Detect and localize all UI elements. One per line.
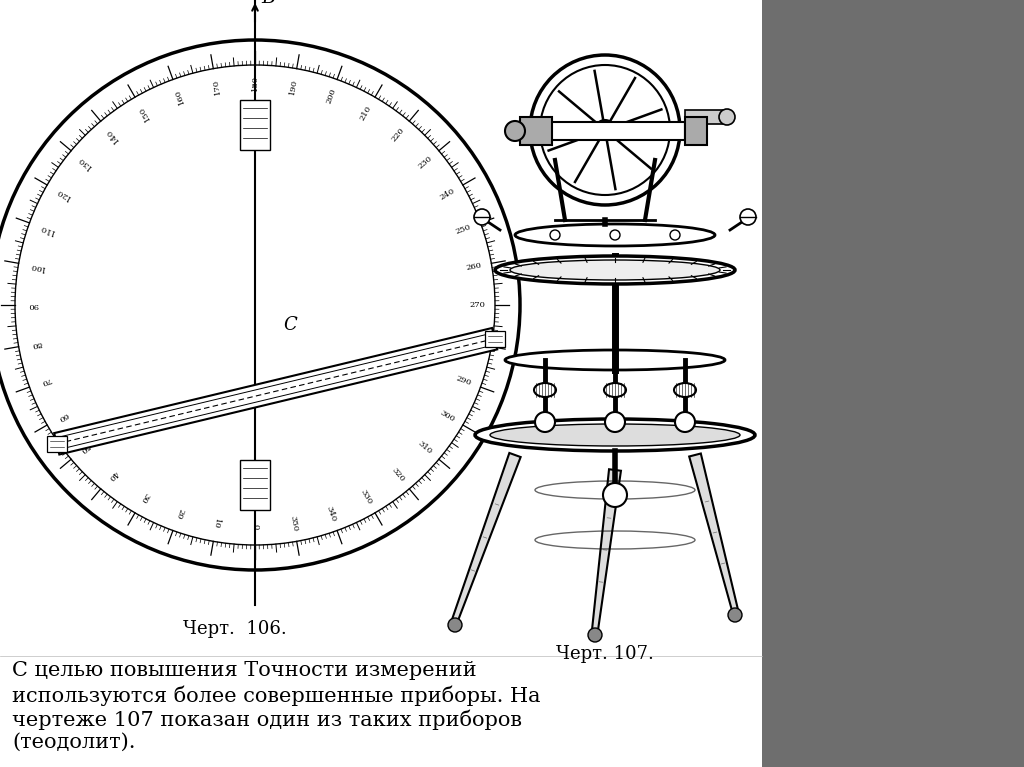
Circle shape: [610, 230, 620, 240]
Text: С: С: [283, 316, 297, 334]
Text: 10: 10: [212, 518, 221, 529]
Circle shape: [505, 121, 525, 141]
Ellipse shape: [674, 383, 696, 397]
Text: 350: 350: [288, 515, 299, 532]
Text: В: В: [261, 0, 275, 7]
Text: 120: 120: [54, 186, 72, 202]
Text: С целью повышения Точности измерений: С целью повышения Точности измерений: [12, 661, 476, 680]
Polygon shape: [592, 469, 621, 630]
Text: 0: 0: [251, 525, 259, 530]
FancyBboxPatch shape: [240, 460, 270, 510]
Text: 190: 190: [288, 77, 299, 95]
Text: Черт.  106.: Черт. 106.: [183, 620, 287, 638]
Circle shape: [605, 412, 625, 432]
Circle shape: [595, 120, 615, 140]
FancyBboxPatch shape: [47, 436, 67, 452]
Circle shape: [588, 628, 602, 642]
Text: 20: 20: [173, 507, 184, 520]
Wedge shape: [0, 40, 520, 570]
Ellipse shape: [505, 350, 725, 370]
Text: 330: 330: [358, 489, 374, 506]
Circle shape: [449, 618, 462, 632]
Text: 280: 280: [465, 338, 482, 349]
Ellipse shape: [604, 383, 626, 397]
Text: 230: 230: [417, 154, 434, 170]
Text: 170: 170: [211, 77, 222, 95]
Circle shape: [603, 483, 627, 507]
Ellipse shape: [495, 256, 735, 284]
FancyBboxPatch shape: [685, 110, 725, 124]
Text: 150: 150: [136, 104, 152, 122]
Text: Черт. 107.: Черт. 107.: [556, 645, 654, 663]
Ellipse shape: [475, 419, 755, 451]
Text: чертеже 107 показан один из таких приборов: чертеже 107 показан один из таких прибор…: [12, 709, 522, 729]
Circle shape: [675, 412, 695, 432]
Text: 110: 110: [38, 222, 55, 235]
Text: 220: 220: [389, 127, 406, 143]
Circle shape: [550, 230, 560, 240]
Text: 140: 140: [104, 127, 121, 143]
Text: 250: 250: [455, 222, 472, 235]
Circle shape: [474, 209, 490, 225]
Text: 300: 300: [438, 409, 456, 423]
Ellipse shape: [490, 424, 740, 446]
Text: (теодолит).: (теодолит).: [12, 733, 135, 752]
Bar: [762, 0, 1024, 767]
Text: используются более совершенные приборы. На: используются более совершенные приборы. …: [12, 685, 541, 706]
Text: 270: 270: [469, 301, 485, 309]
Text: 70: 70: [40, 375, 53, 387]
Text: 80: 80: [31, 339, 42, 348]
Ellipse shape: [534, 383, 556, 397]
Text: 160: 160: [173, 87, 185, 105]
Text: 240: 240: [438, 186, 456, 202]
Text: 40: 40: [105, 469, 119, 482]
Polygon shape: [54, 328, 498, 455]
Text: 290: 290: [455, 374, 472, 387]
Circle shape: [719, 109, 735, 125]
Text: 340: 340: [325, 505, 338, 522]
Polygon shape: [689, 453, 738, 611]
Circle shape: [728, 608, 742, 622]
FancyBboxPatch shape: [685, 117, 707, 145]
Text: 210: 210: [358, 104, 374, 122]
FancyBboxPatch shape: [520, 117, 552, 145]
Ellipse shape: [515, 224, 715, 246]
Circle shape: [15, 65, 495, 545]
Text: 200: 200: [325, 87, 337, 105]
Text: 260: 260: [465, 261, 482, 272]
Text: 180: 180: [251, 75, 259, 91]
FancyBboxPatch shape: [550, 122, 685, 140]
Text: 310: 310: [417, 439, 434, 456]
Circle shape: [535, 412, 555, 432]
Ellipse shape: [510, 260, 720, 280]
Text: 320: 320: [389, 466, 406, 484]
Text: 90: 90: [28, 301, 38, 309]
Circle shape: [670, 230, 680, 240]
FancyBboxPatch shape: [240, 100, 270, 150]
Text: 60: 60: [56, 410, 70, 422]
Circle shape: [740, 209, 756, 225]
FancyBboxPatch shape: [484, 331, 505, 347]
Polygon shape: [453, 453, 520, 621]
Text: 100: 100: [28, 261, 45, 272]
Text: 130: 130: [76, 154, 93, 170]
Text: 30: 30: [138, 491, 151, 504]
Text: 50: 50: [78, 441, 91, 454]
